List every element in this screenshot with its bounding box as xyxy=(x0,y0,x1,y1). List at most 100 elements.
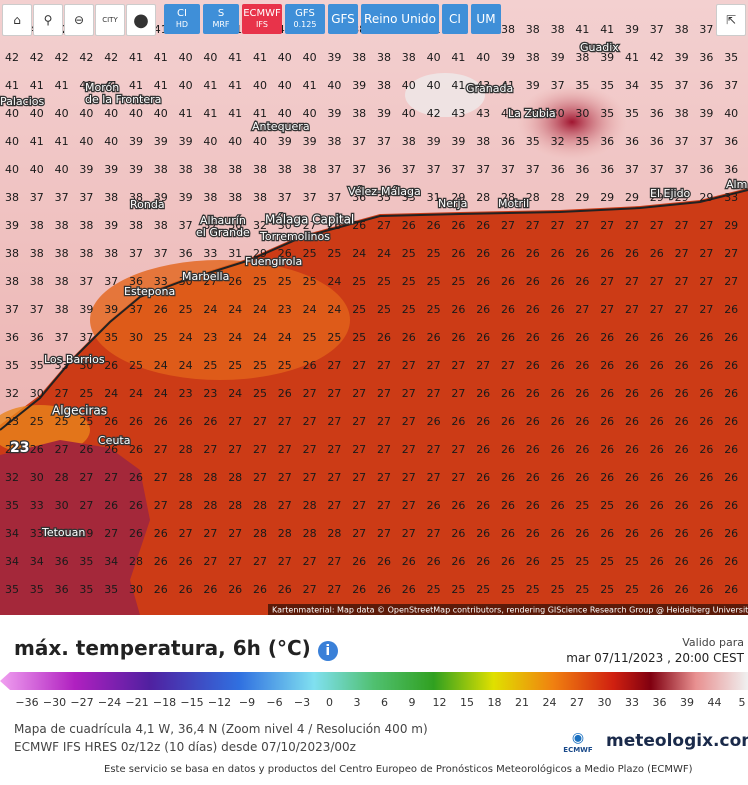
grid-value: 27 xyxy=(327,555,341,568)
grid-value: 27 xyxy=(278,443,292,456)
grid-value: 36 xyxy=(501,135,515,148)
model-button[interactable]: GFS xyxy=(328,4,358,34)
city-button[interactable]: CITY xyxy=(95,4,125,36)
grid-value: 41 xyxy=(55,79,69,92)
share-button[interactable]: ⇱ xyxy=(716,4,746,36)
grid-value: 26 xyxy=(402,219,416,232)
grid-value: 28 xyxy=(327,527,341,540)
grid-value: 39 xyxy=(501,51,515,64)
grid-value: 26 xyxy=(476,387,490,400)
grid-value: 27 xyxy=(303,555,317,568)
model-button[interactable]: CI xyxy=(442,4,468,34)
button-label: Reino Unido xyxy=(364,11,436,26)
grid-value: 26 xyxy=(228,583,242,596)
grid-value: 35 xyxy=(104,331,118,344)
scale-label: 36 xyxy=(653,696,667,709)
grid-value: 37 xyxy=(79,275,93,288)
grid-value: 29 xyxy=(625,191,639,204)
scale-label: 18 xyxy=(488,696,502,709)
grid-value: 38 xyxy=(278,163,292,176)
grid-value: 27 xyxy=(327,471,341,484)
model-button[interactable]: CI HD xyxy=(164,4,200,34)
grid-value: 28 xyxy=(253,527,267,540)
attribution-bg xyxy=(268,604,748,615)
grid-value: 26 xyxy=(600,387,614,400)
grid-value: 24 xyxy=(253,303,267,316)
grid-value: 26 xyxy=(129,443,143,456)
ecmwf-logo: ◉ ECMWF xyxy=(563,730,593,754)
grid-value: 30 xyxy=(30,471,44,484)
grid-value: 30 xyxy=(55,499,69,512)
grid-value: 28 xyxy=(303,527,317,540)
place: Málaga Capital xyxy=(265,213,354,227)
info-icon[interactable]: i xyxy=(317,641,338,661)
location-button[interactable]: ⚲ xyxy=(33,4,63,36)
model-button[interactable]: S MRF xyxy=(203,4,239,34)
grid-value: 26 xyxy=(650,583,664,596)
grid-value: 42 xyxy=(104,51,118,64)
grid-value: 39 xyxy=(104,219,118,232)
grid-value: 38 xyxy=(30,275,44,288)
grid-value: 36 xyxy=(699,79,713,92)
grid-value: 41 xyxy=(451,51,465,64)
grid-value: 26 xyxy=(451,555,465,568)
grid-value: 37 xyxy=(675,163,689,176)
grid-value: 25 xyxy=(526,583,540,596)
grid-value: 37 xyxy=(179,219,193,232)
grid-value: 27 xyxy=(253,443,267,456)
grid-value: 27 xyxy=(228,527,242,540)
grid-value: 40 xyxy=(104,107,118,120)
grid-value: 31 xyxy=(228,247,242,260)
grid-value: 26 xyxy=(427,331,441,344)
model-button[interactable]: ECMWF IFS xyxy=(242,4,282,34)
dot-button[interactable]: ● xyxy=(126,4,156,36)
model-button[interactable]: GFS 0.125 xyxy=(285,4,325,34)
grid-value: 26 xyxy=(575,275,589,288)
zoom-button[interactable]: ⊖ xyxy=(64,4,94,36)
grid-value: 29 xyxy=(650,191,664,204)
grid-value: 27 xyxy=(55,387,69,400)
grid-value: 26 xyxy=(179,583,193,596)
grid-value: 29 xyxy=(253,247,267,260)
grid-value: 38 xyxy=(154,163,168,176)
grid-value: 27 xyxy=(377,527,391,540)
grid-value: 25 xyxy=(427,303,441,316)
grid-value: 40 xyxy=(79,135,93,148)
grid-value: 27 xyxy=(402,359,416,372)
grid-value: 26 xyxy=(675,387,689,400)
grid-value: 26 xyxy=(427,415,441,428)
grid-value: 26 xyxy=(551,387,565,400)
grid-value: 26 xyxy=(650,555,664,568)
grid-value: 41 xyxy=(30,135,44,148)
grid-value: 39 xyxy=(179,135,193,148)
grid-value: 26 xyxy=(476,443,490,456)
grid-value: 26 xyxy=(699,331,713,344)
grid-value: 27 xyxy=(203,443,217,456)
grid-value: 39 xyxy=(675,51,689,64)
grid-value: 25 xyxy=(625,555,639,568)
grid-value: 26 xyxy=(451,415,465,428)
model-button[interactable]: Reino Unido xyxy=(361,4,439,34)
grid-value: 26 xyxy=(79,443,93,456)
grid-value: 26 xyxy=(253,583,267,596)
grid-value: 42 xyxy=(30,51,44,64)
grid-value: 27 xyxy=(551,219,565,232)
grid-value: 26 xyxy=(600,471,614,484)
grid-value: 25 xyxy=(427,275,441,288)
grid-value: 38 xyxy=(402,135,416,148)
grid-value: 27 xyxy=(402,443,416,456)
grid-value: 26 xyxy=(501,331,515,344)
grid-value: 30 xyxy=(79,359,93,372)
menu-button[interactable]: ⌂ xyxy=(2,4,32,36)
grid-value: 41 xyxy=(154,51,168,64)
grid-value: 38 xyxy=(327,135,341,148)
grid-value: 39 xyxy=(278,135,292,148)
scale-label: 15 xyxy=(460,696,474,709)
grid-value: 38 xyxy=(253,191,267,204)
grid-value: 26 xyxy=(526,555,540,568)
grid-value: 26 xyxy=(427,219,441,232)
model-button[interactable]: UM xyxy=(471,4,501,34)
grid-value: 32 xyxy=(5,387,19,400)
grid-value: 27 xyxy=(377,387,391,400)
grid-value: 26 xyxy=(352,555,366,568)
